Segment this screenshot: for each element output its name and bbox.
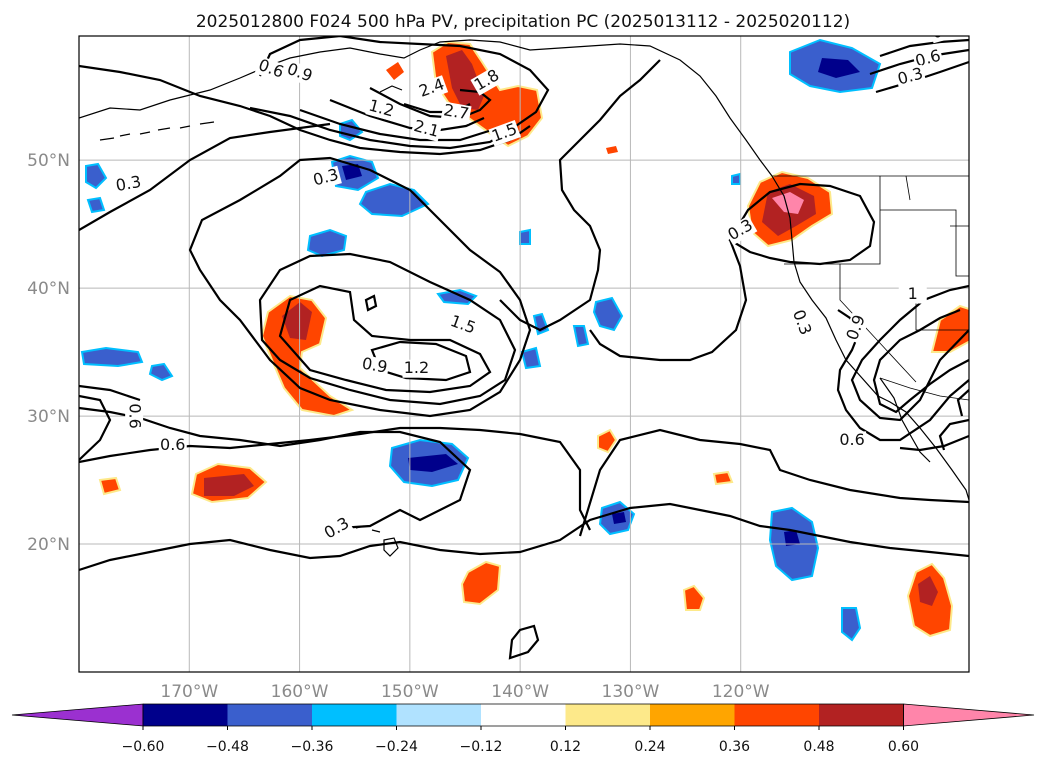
contour-label-bg bbox=[788, 306, 815, 339]
contour-labels: 0.60.91.22.12.42.71.81.50.3 0.31.50.9 1.20… bbox=[113, 17, 961, 544]
contour-label: 1 bbox=[908, 284, 918, 303]
contour-label-bg bbox=[724, 215, 758, 246]
baja-california bbox=[879, 377, 931, 463]
precip-core-gulf-alaska bbox=[446, 50, 484, 110]
contour-label-bg bbox=[898, 285, 927, 304]
colorbar-tick-label: −0.48 bbox=[206, 739, 249, 755]
map-panel: 0.60.91.22.12.42.71.81.50.3 0.31.50.9 1.20… bbox=[79, 17, 969, 672]
contour-label-bg bbox=[254, 56, 288, 83]
lon-label: 170°W bbox=[160, 682, 218, 702]
colorbar-tick-label: −0.60 bbox=[122, 739, 165, 755]
contour-label-bg bbox=[310, 165, 342, 191]
figure-title: 2025012800 F024 500 hPa PV, precipitatio… bbox=[196, 12, 850, 32]
colorbar-cell bbox=[396, 704, 481, 726]
contour-label: 1.2 bbox=[404, 358, 429, 377]
contour-label: 0.9 bbox=[361, 354, 389, 377]
contour-label-bg bbox=[402, 359, 431, 378]
lon-label: 120°W bbox=[712, 682, 770, 702]
graticule bbox=[79, 36, 969, 672]
lat-label: 30°N bbox=[27, 407, 70, 427]
colorbar: −0.60 −0.48 −0.36 −0.24 −0.12 0.12 0.24 0.36 0.4… bbox=[11, 703, 1035, 755]
contour-label-bg bbox=[113, 173, 144, 196]
contour-label-bg bbox=[488, 120, 521, 147]
contour-label-bg bbox=[470, 65, 504, 96]
contour-label: 2.7 bbox=[442, 100, 470, 123]
contour-label-bg bbox=[894, 64, 927, 90]
contour-label-bg bbox=[440, 101, 472, 125]
colorbar-cell bbox=[565, 704, 650, 726]
contour-label: 0.6 bbox=[839, 430, 864, 449]
precipitation-shading bbox=[80, 38, 969, 642]
lon-label: 160°W bbox=[271, 682, 329, 702]
contour-label: 0.9 bbox=[930, 17, 960, 42]
contour-label: 0.6 bbox=[160, 435, 185, 454]
contour-label-bg bbox=[838, 431, 867, 450]
lon-label: 150°W bbox=[381, 682, 439, 702]
contour-label: 0.3 bbox=[114, 172, 142, 195]
colorbar-cell bbox=[143, 704, 228, 726]
colorbar-cell bbox=[481, 704, 566, 726]
latitude-labels: 50°N 40°N 30°N 20°N bbox=[27, 151, 70, 555]
contour-label-bg bbox=[928, 36, 961, 44]
longitude-labels: 170°W 160°W 150°W 140°W 130°W 120°W bbox=[160, 682, 769, 702]
lat-label: 40°N bbox=[27, 279, 70, 299]
colorbar-tick-label: 0.12 bbox=[550, 739, 581, 755]
contour-label-bg bbox=[446, 311, 480, 339]
contour-label-bg bbox=[410, 117, 443, 142]
state-borders bbox=[784, 175, 969, 383]
colorbar-cell bbox=[312, 704, 397, 726]
colorbar-tick-label: 0.36 bbox=[719, 739, 750, 755]
contour-label: 0.6 bbox=[126, 403, 145, 428]
contour-label-bg bbox=[158, 436, 187, 455]
lat-label: 50°N bbox=[27, 151, 70, 171]
colorbar-extend-low bbox=[11, 703, 144, 727]
alaska-coast bbox=[79, 39, 773, 177]
colorbar-tick-label: −0.12 bbox=[460, 739, 503, 755]
colorbar-cell bbox=[734, 704, 819, 726]
colorbar-cell bbox=[227, 704, 312, 726]
contour-label-bg bbox=[415, 75, 449, 102]
colorbar-tick-label: 0.60 bbox=[888, 739, 919, 755]
colorbar-cell bbox=[819, 704, 904, 726]
precip-peak-pacific-northwest bbox=[772, 192, 804, 214]
map-frame bbox=[78, 35, 970, 673]
lon-label: 140°W bbox=[491, 682, 549, 702]
colorbar-cell bbox=[650, 704, 735, 726]
lon-label: 130°W bbox=[602, 682, 660, 702]
colorbar-tick-label: −0.36 bbox=[291, 739, 334, 755]
colorbar-tick-label: 0.48 bbox=[803, 739, 834, 755]
colorbar-tick-label: 0.24 bbox=[634, 739, 665, 755]
precip-area-central-north-pacific bbox=[260, 294, 355, 418]
contour-label-bg bbox=[843, 311, 870, 345]
lat-label: 20°N bbox=[27, 535, 70, 555]
contour-label-bg bbox=[365, 96, 398, 122]
contour-label-bg bbox=[125, 402, 144, 431]
colorbar-outline bbox=[142, 703, 904, 727]
colorbar-extend-high bbox=[903, 703, 1035, 727]
colorbar-tick-label: −0.24 bbox=[375, 739, 418, 755]
contour-label-bg bbox=[283, 59, 316, 87]
contour-label-bg bbox=[320, 513, 354, 544]
contour-label-bg bbox=[359, 354, 390, 378]
